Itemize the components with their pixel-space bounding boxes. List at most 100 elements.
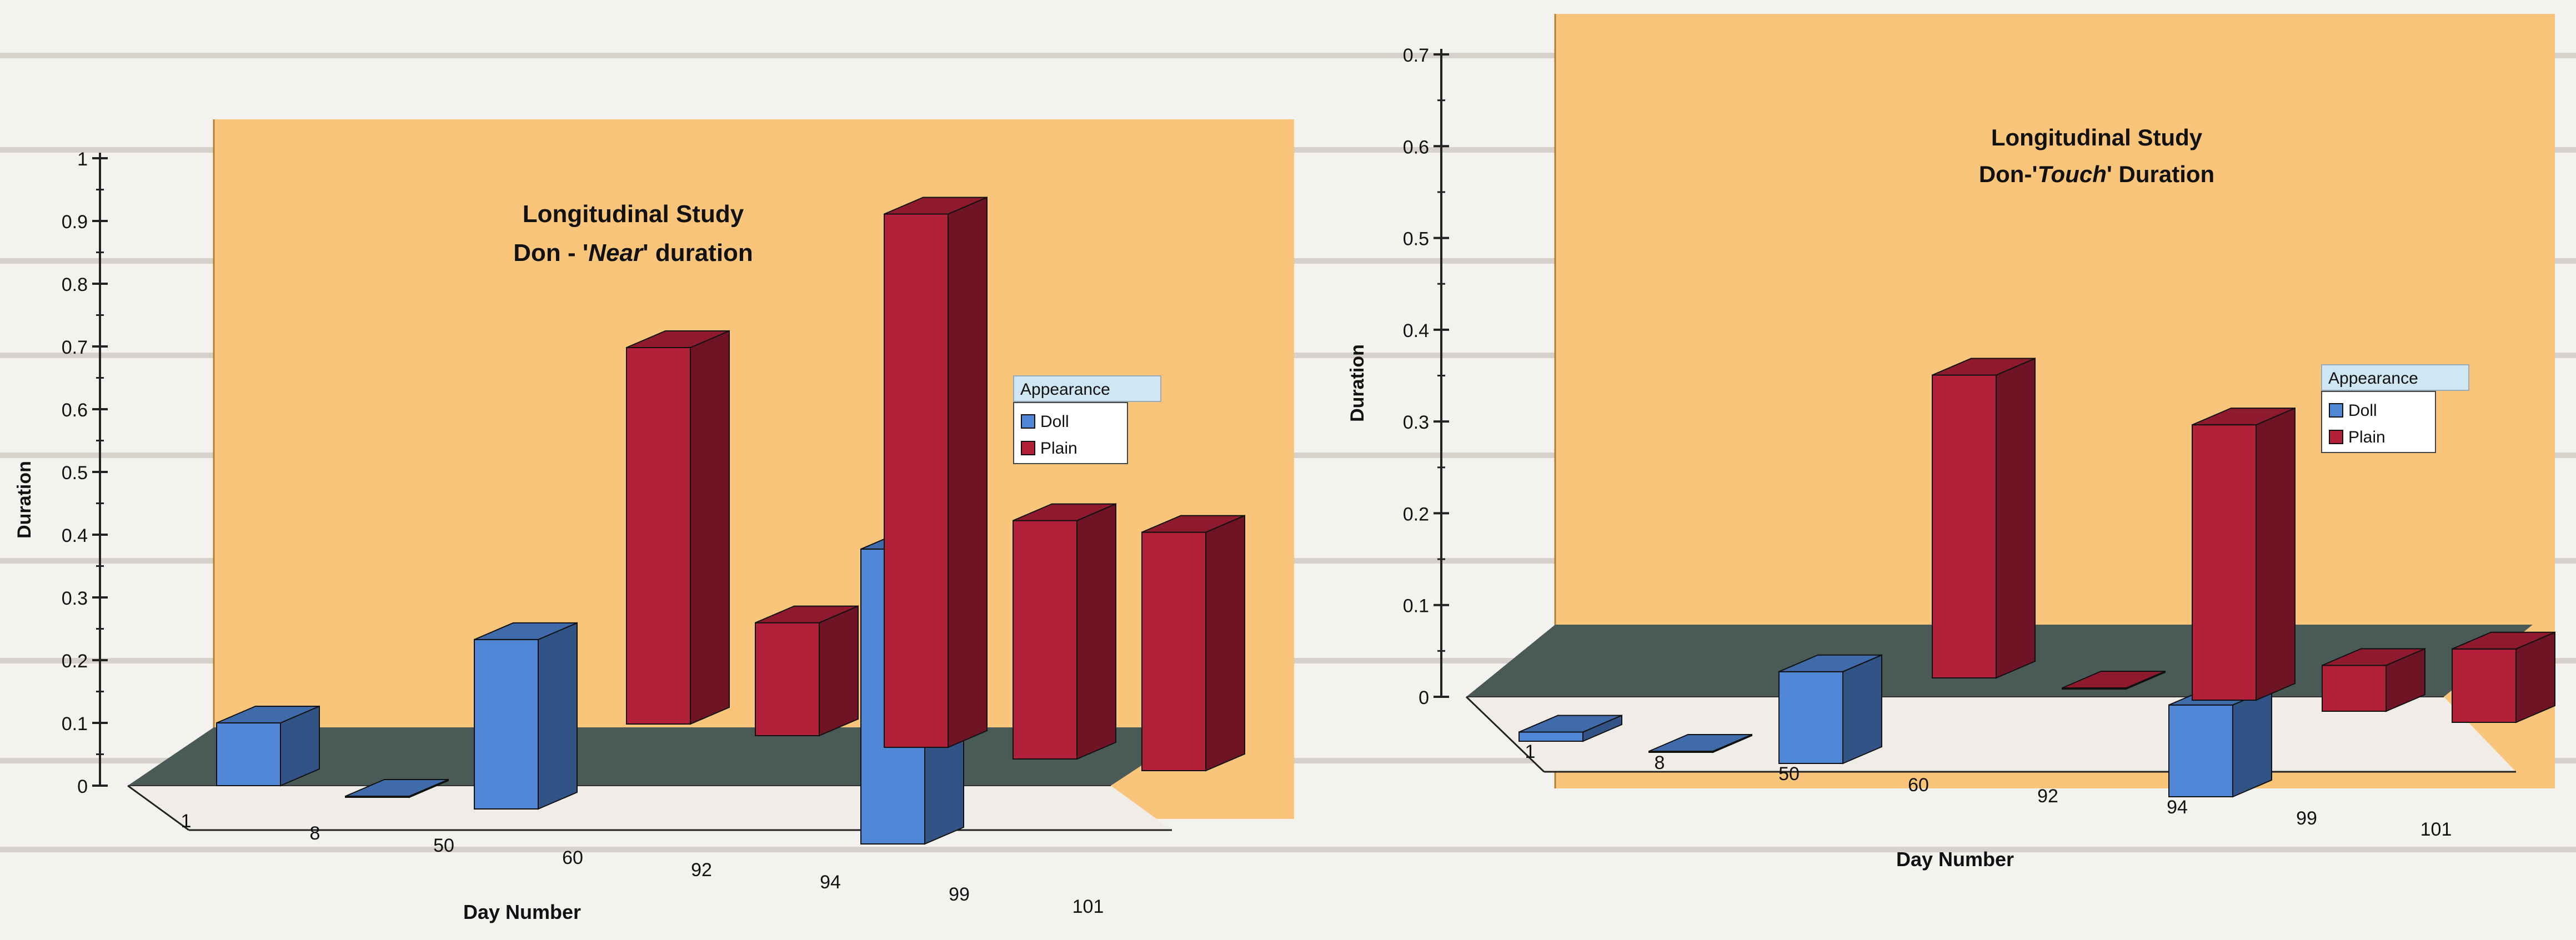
bar-plain-day-99 xyxy=(1013,503,1116,760)
floor-front-area xyxy=(128,786,1172,830)
subtitle-emphasis: Near xyxy=(588,239,644,267)
bar-top-face xyxy=(755,605,859,624)
bar-side-face xyxy=(1076,503,1116,760)
x-tick-label: 8 xyxy=(310,823,320,844)
legend-swatch-plain xyxy=(2329,430,2343,444)
x-tick-label: 1 xyxy=(1525,741,1536,762)
bar-side-face xyxy=(1205,515,1245,772)
bar-top-face xyxy=(1778,654,1882,672)
chart-subtitle: Don - 'Near' duration xyxy=(513,239,753,267)
chart-near-duration: 0 0.1 0.2 0.3 0.4 0.5 0.6 0.7 0.8 0.9 1 Duration Day… xyxy=(14,119,1294,923)
y-tick-label: 0.6 xyxy=(62,400,88,421)
y-tick-label: 0.9 xyxy=(62,212,88,233)
x-tick-label: 94 xyxy=(2167,797,2188,818)
bar-plain-day-94 xyxy=(2192,407,2296,701)
y-tick-label: 0.5 xyxy=(62,463,88,484)
chart-back-wall xyxy=(1555,14,2555,788)
x-tick-label: 94 xyxy=(820,872,841,893)
chart-back-wall xyxy=(214,119,1294,819)
subtitle-emphasis: Touch xyxy=(2037,161,2106,187)
bar-top-face xyxy=(345,779,449,797)
bar-top-face xyxy=(1932,358,2036,376)
bar-side-face xyxy=(1996,358,2036,679)
bar-front-face xyxy=(2192,424,2257,701)
bar-side-face xyxy=(1842,654,1882,765)
bar-plain-day-60 xyxy=(1932,358,2036,679)
x-tick-label: 92 xyxy=(2037,786,2058,807)
bar-plain-day-92 xyxy=(2062,670,2166,690)
y-tick-label: 0.3 xyxy=(1403,412,1429,433)
legend-swatch-doll xyxy=(1021,414,1035,429)
legend-label-doll: Doll xyxy=(1040,413,1069,431)
bar-front-face xyxy=(1518,731,1583,742)
x-tick-label: 99 xyxy=(2296,808,2317,829)
y-tick-label: 0.4 xyxy=(1403,320,1429,341)
bar-doll-day-1 xyxy=(1518,714,1622,742)
chart-legend: Appearance Doll Plain xyxy=(1013,375,1161,464)
x-tick-label: 50 xyxy=(433,835,454,856)
y-axis-label: Duration xyxy=(14,461,35,539)
legend-title: Appearance xyxy=(2328,369,2418,388)
bar-front-face xyxy=(2168,704,2233,797)
legend-swatch-plain xyxy=(1021,441,1035,455)
bar-top-face xyxy=(1141,515,1245,533)
bar-plain-day-99 xyxy=(2322,647,2425,712)
bar-front-face xyxy=(1778,671,1843,764)
bar-top-face xyxy=(2322,648,2425,666)
x-tick-label: 99 xyxy=(949,884,970,905)
legend-label-plain: Plain xyxy=(2348,428,2385,446)
bar-plain-day-60 xyxy=(626,330,730,725)
subtitle-suffix: ' duration xyxy=(643,239,753,267)
x-tick-label: 1 xyxy=(181,811,192,832)
bar-plain-day-92 xyxy=(755,605,859,737)
chart-title: Longitudinal Study xyxy=(523,200,744,228)
subtitle-prefix: Don - ' xyxy=(513,239,588,267)
y-tick-label: 0.5 xyxy=(1403,229,1429,250)
bar-doll-day-8 xyxy=(1648,733,1752,753)
legend-title-box xyxy=(2321,364,2469,391)
x-tick-label: 101 xyxy=(1073,896,1104,917)
y-tick-label: 1 xyxy=(77,149,88,170)
x-tick-label: 50 xyxy=(1778,763,1800,785)
bar-top-face xyxy=(1013,503,1116,521)
y-tick-label: 0.2 xyxy=(62,651,88,672)
subtitle-suffix: ' Duration xyxy=(2107,161,2214,187)
bar-top-face xyxy=(2452,631,2555,650)
bar-side-face xyxy=(948,196,988,748)
bar-front-face xyxy=(474,639,539,810)
x-tick-label: 101 xyxy=(2420,819,2452,840)
legend-box xyxy=(2321,391,2436,453)
bar-doll-day-8 xyxy=(345,778,449,798)
legend-title: Appearance xyxy=(1020,380,1110,399)
bar-side-face xyxy=(690,330,730,725)
bar-side-face xyxy=(2232,687,2272,798)
legend-swatch-doll xyxy=(2329,403,2343,418)
bar-top-face xyxy=(1648,734,1752,752)
bar-top-face xyxy=(2192,408,2296,426)
bar-front-face xyxy=(1013,520,1077,760)
bar-side-face xyxy=(538,622,578,810)
y-tick-label: 0 xyxy=(1419,687,1429,708)
y-tick-label: 0.4 xyxy=(62,525,88,546)
chart-subtitle: Don-'Touch' Duration xyxy=(1979,161,2214,187)
bar-front-face xyxy=(2452,648,2517,723)
bar-side-face xyxy=(2256,407,2296,701)
bar-front-face xyxy=(216,722,281,786)
bar-plain-day-101 xyxy=(1141,515,1245,772)
x-tick-label: 92 xyxy=(691,859,712,881)
y-tick-label: 0 xyxy=(77,776,88,797)
bar-doll-day-1 xyxy=(216,705,320,787)
bar-doll-day-50 xyxy=(1778,654,1882,765)
legend-title-box xyxy=(1013,375,1161,402)
chart-legend: Appearance Doll Plain xyxy=(2321,364,2469,453)
x-axis-label: Day Number xyxy=(463,901,581,923)
y-tick-label: 0.6 xyxy=(1403,137,1429,158)
x-axis-left-edge xyxy=(1465,696,1545,773)
y-tick-label: 0.2 xyxy=(1403,504,1429,525)
y-tick-label: 0.7 xyxy=(1403,45,1429,66)
bar-top-face xyxy=(474,622,578,640)
subtitle-prefix: Don-' xyxy=(1979,161,2038,187)
bar-top-face xyxy=(216,706,320,723)
bar-top-face xyxy=(1518,715,1622,733)
